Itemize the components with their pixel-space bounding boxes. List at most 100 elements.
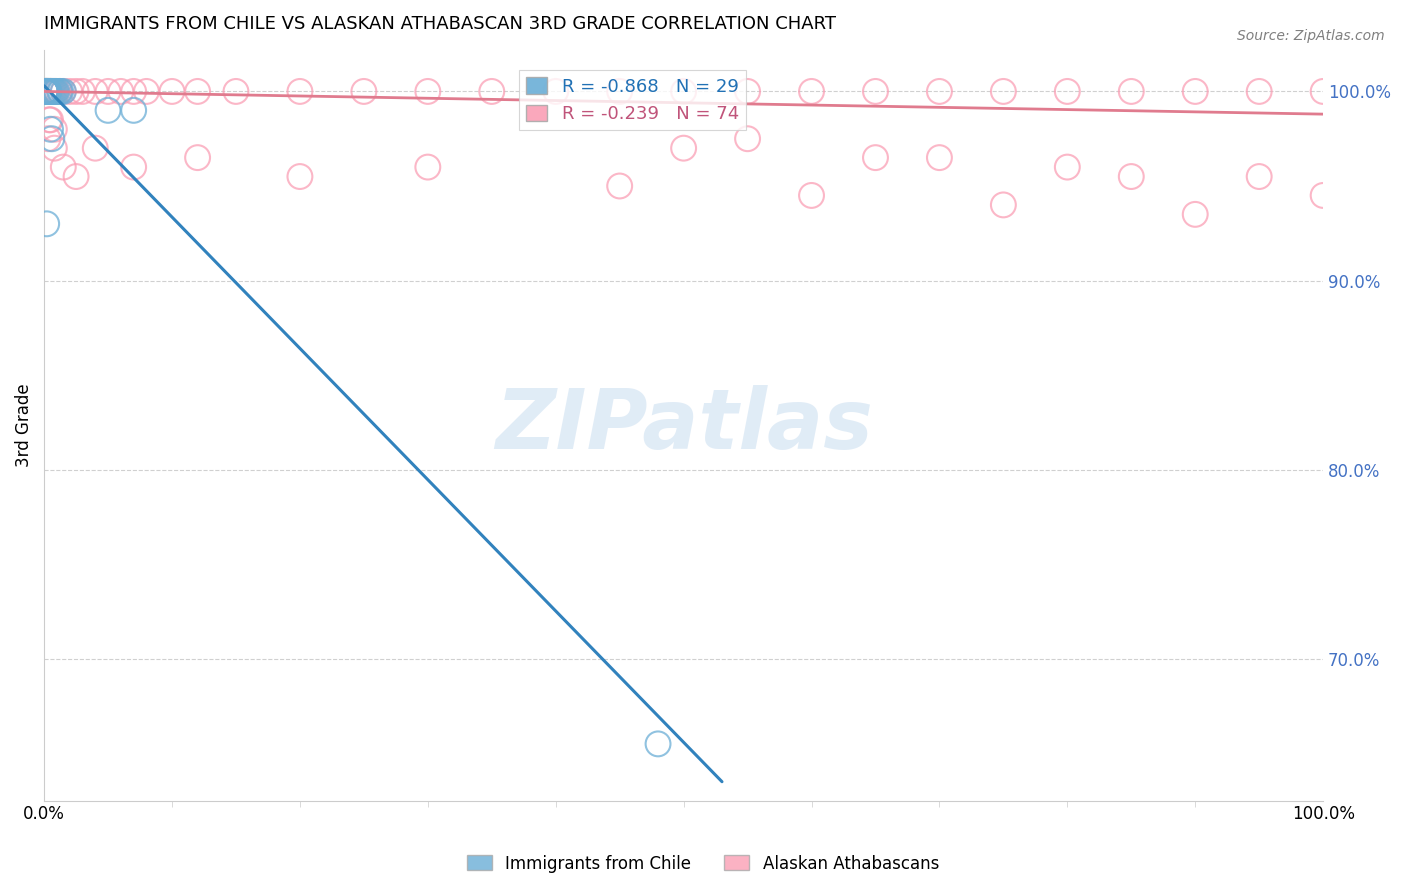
Point <box>609 179 631 194</box>
Point <box>41 85 63 99</box>
Point <box>45 85 67 99</box>
Point <box>34 85 56 99</box>
Legend: R = -0.868   N = 29, R = -0.239   N = 74: R = -0.868 N = 29, R = -0.239 N = 74 <box>519 70 747 130</box>
Point <box>225 85 247 99</box>
Point <box>38 85 60 99</box>
Point <box>34 85 56 99</box>
Point <box>38 85 60 99</box>
Point <box>737 132 759 146</box>
Point <box>52 85 75 99</box>
Point <box>647 737 669 751</box>
Point <box>52 160 75 174</box>
Point <box>97 85 120 99</box>
Point <box>42 85 65 99</box>
Point <box>110 85 132 99</box>
Point <box>1056 160 1078 174</box>
Point <box>1184 207 1206 221</box>
Point <box>39 112 62 127</box>
Y-axis label: 3rd Grade: 3rd Grade <box>15 384 32 467</box>
Point <box>1249 169 1271 184</box>
Point <box>72 85 94 99</box>
Point <box>1056 85 1078 99</box>
Point <box>45 85 67 99</box>
Point <box>416 160 439 174</box>
Point <box>37 85 59 99</box>
Point <box>38 85 60 99</box>
Point <box>41 85 63 99</box>
Point <box>481 85 503 99</box>
Point <box>48 85 70 99</box>
Point <box>35 85 58 99</box>
Point <box>37 85 59 99</box>
Point <box>41 132 63 146</box>
Point <box>288 85 311 99</box>
Point <box>37 85 59 99</box>
Point <box>1312 85 1334 99</box>
Point <box>993 85 1015 99</box>
Point <box>45 85 67 99</box>
Point <box>800 188 823 202</box>
Point <box>44 85 66 99</box>
Point <box>35 85 58 99</box>
Point <box>41 85 63 99</box>
Point <box>38 112 60 127</box>
Point <box>122 160 145 174</box>
Point <box>1184 85 1206 99</box>
Point <box>35 85 58 99</box>
Point <box>35 85 58 99</box>
Point <box>84 85 107 99</box>
Point <box>37 85 59 99</box>
Point <box>49 85 72 99</box>
Point <box>122 103 145 118</box>
Point <box>42 85 65 99</box>
Point <box>39 85 62 99</box>
Point <box>44 85 66 99</box>
Point <box>1121 85 1143 99</box>
Point <box>52 85 75 99</box>
Point <box>48 85 70 99</box>
Point <box>187 85 209 99</box>
Point <box>37 85 59 99</box>
Point <box>865 151 887 165</box>
Point <box>609 85 631 99</box>
Point <box>34 85 56 99</box>
Point <box>34 85 56 99</box>
Text: ZIPatlas: ZIPatlas <box>495 384 873 466</box>
Point <box>35 85 58 99</box>
Point <box>122 85 145 99</box>
Point <box>993 198 1015 212</box>
Point <box>865 85 887 99</box>
Point <box>1249 85 1271 99</box>
Point <box>65 169 87 184</box>
Point <box>39 85 62 99</box>
Text: IMMIGRANTS FROM CHILE VS ALASKAN ATHABASCAN 3RD GRADE CORRELATION CHART: IMMIGRANTS FROM CHILE VS ALASKAN ATHABAS… <box>44 15 837 33</box>
Point <box>37 85 59 99</box>
Point <box>160 85 183 99</box>
Point <box>65 85 87 99</box>
Point <box>38 85 60 99</box>
Point <box>672 85 695 99</box>
Point <box>39 122 62 136</box>
Point <box>187 151 209 165</box>
Legend: Immigrants from Chile, Alaskan Athabascans: Immigrants from Chile, Alaskan Athabasca… <box>460 848 946 880</box>
Point <box>59 85 82 99</box>
Point <box>737 85 759 99</box>
Point <box>35 85 58 99</box>
Point <box>44 141 66 155</box>
Point <box>1121 169 1143 184</box>
Point <box>42 85 65 99</box>
Point <box>35 217 58 231</box>
Point <box>97 103 120 118</box>
Point <box>1312 188 1334 202</box>
Point <box>84 141 107 155</box>
Point <box>44 122 66 136</box>
Point <box>34 85 56 99</box>
Point <box>37 85 59 99</box>
Point <box>928 151 950 165</box>
Point <box>416 85 439 99</box>
Point <box>353 85 375 99</box>
Text: Source: ZipAtlas.com: Source: ZipAtlas.com <box>1237 29 1385 44</box>
Point <box>45 85 67 99</box>
Point <box>39 85 62 99</box>
Point <box>135 85 157 99</box>
